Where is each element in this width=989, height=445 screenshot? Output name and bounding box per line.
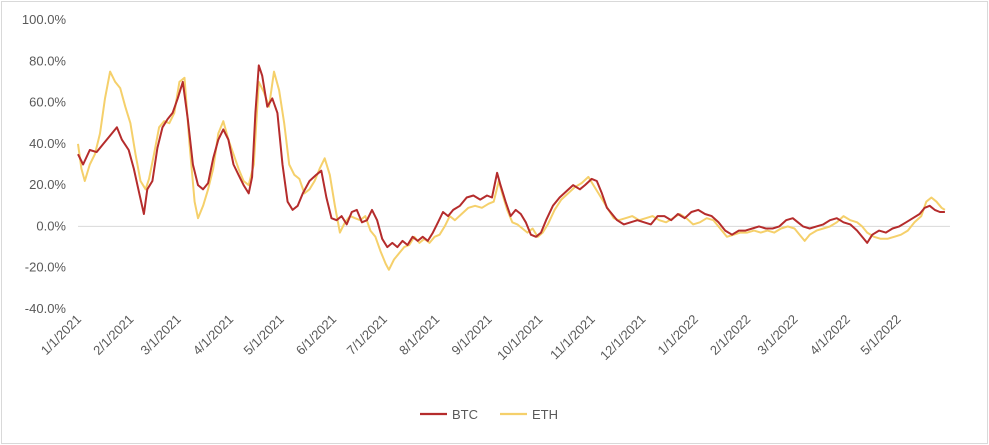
- y-tick-label: -40.0%: [25, 301, 67, 316]
- y-tick-label: 80.0%: [29, 53, 66, 68]
- series-line-eth: [77, 70, 946, 271]
- x-tick-label: 4/1/2022: [807, 312, 853, 358]
- x-tick-label: 6/1/2021: [293, 312, 339, 358]
- x-tick-label: 11/1/2021: [547, 312, 598, 363]
- x-tick-label: 1/1/2021: [38, 312, 84, 358]
- legend-item-eth: ETH: [500, 407, 558, 422]
- y-tick-label: 0.0%: [36, 218, 66, 233]
- x-axis-tick-labels: 1/1/2021 2/1/2021 3/1/2021 4/1/2021 5/1/2021…: [38, 312, 904, 364]
- x-tick-label: 10/1/2021: [494, 312, 546, 364]
- x-tick-label: 7/1/2021: [344, 312, 390, 358]
- y-tick-label: 40.0%: [29, 136, 66, 151]
- y-tick-label: 20.0%: [29, 177, 66, 192]
- y-tick-label: -20.0%: [25, 260, 67, 275]
- x-tick-label: 2/1/2022: [707, 312, 753, 358]
- x-tick-label: 3/1/2022: [754, 312, 800, 358]
- legend-label-btc: BTC: [452, 407, 478, 422]
- x-tick-label: 8/1/2021: [396, 312, 442, 358]
- y-tick-label: 60.0%: [29, 95, 66, 110]
- x-tick-label: 9/1/2021: [448, 312, 494, 358]
- series-lines: [77, 64, 946, 271]
- legend: BTC ETH: [420, 407, 558, 422]
- x-tick-label: 1/1/2022: [655, 312, 701, 358]
- legend-label-eth: ETH: [532, 407, 558, 422]
- x-tick-label: 2/1/2021: [90, 312, 136, 358]
- y-axis-tick-labels: 100.0% 80.0% 60.0% 40.0% 20.0% 0.0% -20.0% -40.…: [22, 12, 67, 316]
- x-tick-label: 4/1/2021: [190, 312, 236, 358]
- series-line-btc: [77, 64, 945, 249]
- y-tick-label: 100.0%: [22, 12, 67, 27]
- legend-item-btc: BTC: [420, 407, 478, 422]
- x-tick-label: 3/1/2021: [137, 312, 183, 358]
- x-tick-label: 5/1/2021: [241, 312, 287, 358]
- x-tick-label: 5/1/2022: [857, 312, 903, 358]
- x-tick-label: 12/1/2021: [597, 312, 649, 364]
